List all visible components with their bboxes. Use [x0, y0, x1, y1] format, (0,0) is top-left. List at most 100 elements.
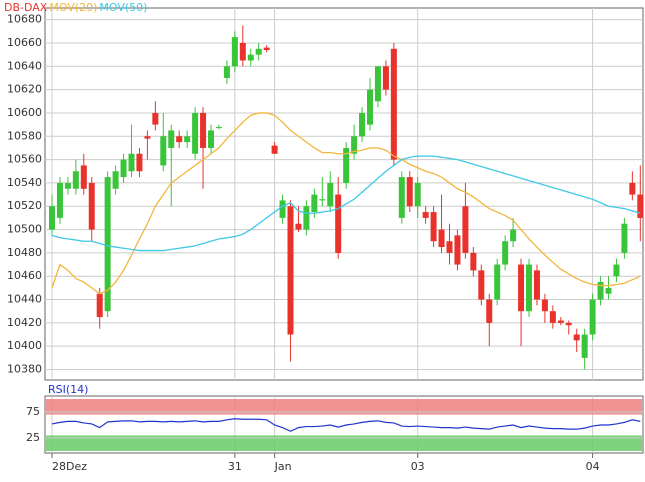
candle-body — [462, 206, 469, 253]
y-tick-label: 10600 — [7, 106, 42, 119]
candle-body — [526, 264, 532, 312]
candle-body — [621, 223, 628, 253]
candle-body — [335, 194, 342, 253]
candle-body — [398, 177, 405, 218]
candle-body — [279, 200, 286, 218]
candle-body — [80, 165, 87, 189]
x-tick-label: 03 — [411, 460, 425, 473]
candle-body — [271, 145, 278, 154]
candle-body — [311, 194, 318, 213]
candle-body — [541, 299, 548, 312]
y-tick-label: 10500 — [7, 223, 42, 236]
candle-body — [422, 212, 429, 218]
candle-body — [56, 182, 63, 218]
candle-body — [88, 182, 95, 230]
candle-body — [192, 112, 199, 154]
y-tick-label: 75 — [26, 405, 40, 418]
moving-average-line — [51, 112, 641, 295]
candle-body — [470, 252, 477, 271]
candle-body — [223, 66, 230, 78]
candle-body — [438, 229, 445, 248]
candle-body — [120, 159, 127, 178]
candle-body — [454, 235, 461, 265]
overbought-band — [46, 399, 642, 415]
y-tick-label: 10620 — [7, 83, 42, 96]
candle-body — [573, 334, 580, 341]
candle-body — [605, 287, 612, 294]
candle-body — [263, 47, 270, 50]
candle-body — [557, 320, 564, 323]
x-tick-label: Jan — [274, 460, 292, 473]
candle-body — [176, 136, 183, 143]
candle-body — [319, 199, 326, 201]
legend-name: DB-DAX — [4, 1, 48, 14]
candle-body — [565, 322, 572, 326]
candle-body — [136, 153, 143, 172]
y-tick-label: 10520 — [7, 199, 42, 212]
y-tick-label: 10380 — [7, 363, 42, 376]
x-tick-label: 28Dez — [52, 460, 87, 473]
candle-body — [239, 42, 246, 61]
candle-body — [486, 299, 493, 323]
rsi-label: RSI(14) — [48, 383, 88, 396]
y-tick-label: 10660 — [7, 36, 42, 49]
candle-body — [359, 112, 366, 137]
candle-body — [374, 66, 381, 102]
candle-body — [510, 229, 517, 242]
candle-body — [382, 66, 389, 90]
oversold-band — [46, 435, 642, 451]
price-panel — [44, 7, 644, 381]
candle-body — [96, 293, 103, 318]
y-tick-label: 10420 — [7, 316, 42, 329]
candle-body — [613, 264, 620, 277]
candle-body — [168, 130, 175, 148]
candle-body — [351, 136, 358, 154]
candle-body — [215, 126, 222, 128]
legend-entry: MOV(50) — [99, 1, 147, 14]
moving-average-line — [51, 155, 641, 252]
candle-body — [549, 311, 556, 323]
candle-body — [287, 206, 294, 335]
candle-body — [446, 241, 453, 253]
candle-body — [208, 130, 214, 148]
candle-body — [343, 147, 350, 183]
y-tick-label: 10640 — [7, 59, 42, 72]
candle-body — [295, 223, 302, 230]
candle-body — [112, 171, 119, 189]
legend-entry: MOV(20) — [49, 1, 97, 14]
candle-body — [231, 37, 238, 67]
candle-body — [430, 212, 437, 242]
x-tick-label: 04 — [586, 460, 600, 473]
rsi-line — [51, 418, 641, 432]
y-tick-label: 10440 — [7, 293, 42, 306]
candle-body — [64, 182, 71, 189]
candle-body — [589, 299, 596, 335]
candle-body — [629, 182, 636, 195]
candle-body — [128, 153, 135, 172]
candle-body — [144, 136, 151, 139]
candle-body — [160, 136, 167, 166]
candle-body — [478, 270, 485, 300]
candle-body — [597, 282, 604, 300]
candle-body — [104, 177, 111, 312]
candle-body — [518, 264, 525, 312]
candle-body — [581, 334, 588, 358]
y-tick-label: 10680 — [7, 13, 42, 26]
candle-body — [184, 136, 191, 143]
candle-body — [49, 206, 55, 230]
y-tick-label: 10400 — [7, 339, 42, 352]
candle-body — [414, 182, 421, 207]
candle-body — [200, 112, 207, 148]
candle-body — [390, 48, 397, 160]
candle-body — [72, 171, 79, 189]
y-tick-label: 10460 — [7, 269, 42, 282]
candle-body — [255, 48, 262, 55]
candle-body — [247, 54, 254, 61]
y-tick-label: 10480 — [7, 246, 42, 259]
candle-body — [502, 241, 509, 265]
y-tick-label: 10540 — [7, 176, 42, 189]
candle-body — [303, 206, 310, 230]
x-tick-label: 31 — [228, 460, 242, 473]
candle-body — [406, 177, 413, 207]
